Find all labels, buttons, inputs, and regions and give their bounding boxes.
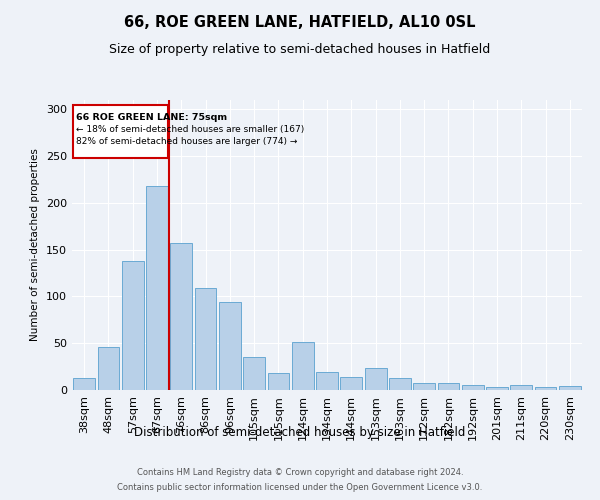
Bar [146,186,168,390]
Bar [122,261,143,390]
Bar [486,387,508,390]
Bar [194,288,217,390]
Text: Contains HM Land Registry data © Crown copyright and database right 2024.: Contains HM Land Registry data © Crown c… [137,468,463,477]
Bar [389,378,411,390]
Text: 82% of semi-detached houses are larger (774) →: 82% of semi-detached houses are larger (… [76,138,297,146]
Y-axis label: Number of semi-detached properties: Number of semi-detached properties [31,148,40,342]
Bar [462,386,484,390]
Bar [97,347,119,390]
Bar [511,386,532,390]
Text: Distribution of semi-detached houses by size in Hatfield: Distribution of semi-detached houses by … [134,426,466,439]
Bar [559,386,581,390]
Text: 66 ROE GREEN LANE: 75sqm: 66 ROE GREEN LANE: 75sqm [76,113,227,122]
Bar [365,368,386,390]
Text: Size of property relative to semi-detached houses in Hatfield: Size of property relative to semi-detach… [109,42,491,56]
FancyBboxPatch shape [73,104,168,158]
Bar [340,377,362,390]
Bar [316,372,338,390]
Bar [243,358,265,390]
Bar [292,342,314,390]
Text: ← 18% of semi-detached houses are smaller (167): ← 18% of semi-detached houses are smalle… [76,126,304,134]
Text: Contains public sector information licensed under the Open Government Licence v3: Contains public sector information licen… [118,483,482,492]
Bar [170,243,192,390]
Bar [73,378,95,390]
Bar [413,382,435,390]
Text: 66, ROE GREEN LANE, HATFIELD, AL10 0SL: 66, ROE GREEN LANE, HATFIELD, AL10 0SL [124,15,476,30]
Bar [219,302,241,390]
Bar [535,387,556,390]
Bar [437,382,460,390]
Bar [268,373,289,390]
